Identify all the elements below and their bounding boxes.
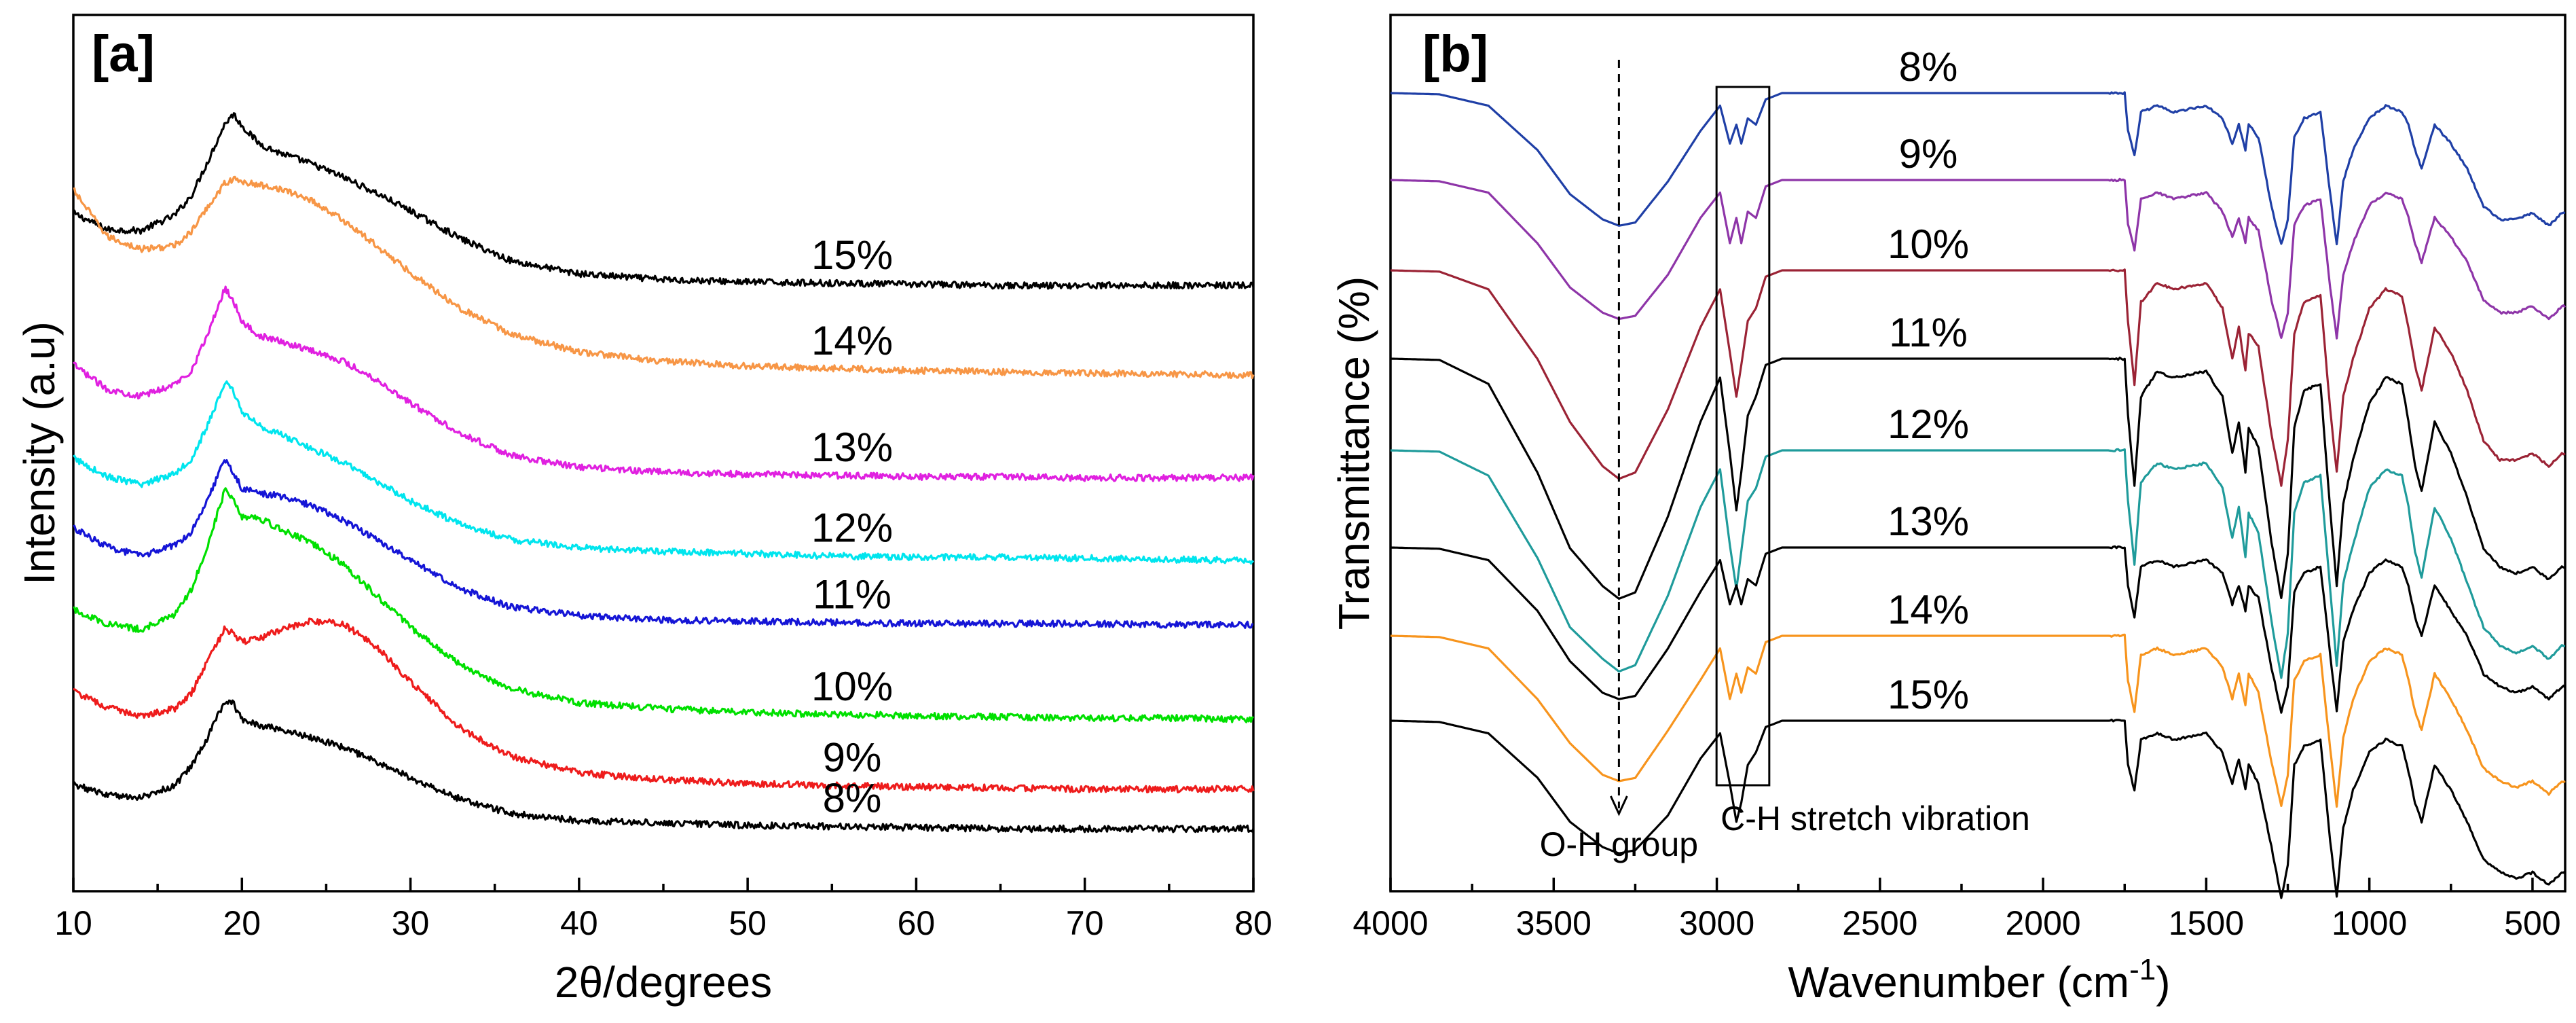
panel-a-series-label-11%: 11%	[813, 571, 891, 617]
ch-stretch-label: C-H stretch vibration	[1721, 800, 2030, 838]
panel-b-series-label-8%: 8%	[1899, 44, 1958, 90]
panel-a-series-label-13%: 13%	[811, 425, 893, 470]
panel-b-series-label-9%: 9%	[1899, 131, 1958, 177]
panel-b-frame	[1389, 14, 2566, 893]
panel-b-traces	[1390, 91, 2566, 899]
panel-b-x-tick-label: 1000	[2332, 904, 2407, 942]
panel-b-x-tick-label: 2500	[1842, 904, 1917, 942]
panel-a: [a] 10 20 30 40 50 60 70 80 15% 14% 13% 12% 11% 10% 9…	[15, 14, 1272, 1007]
panel-a-series-label-14%: 14%	[811, 318, 893, 363]
panel-a-x-tick-label: 30	[392, 904, 430, 942]
panel-b-x-axis-label: Wavenumber (cm-1)	[1788, 953, 2170, 1007]
panel-a-series-labels: 15% 14% 13% 12% 11% 10% 9%8%	[811, 232, 893, 821]
panel-a-x-tick-label: 20	[223, 904, 261, 942]
panel-a-x-tick-label: 60	[898, 904, 936, 942]
panel-a-series-label-15%: 15%	[811, 232, 893, 278]
panel-b-x-ticks: 4000 3500 3000 2500 2000 1500 1000 500	[1353, 878, 2561, 942]
panel-a-label: [a]	[92, 25, 155, 83]
panel-a-x-tick-label: 50	[729, 904, 767, 942]
panel-b-series-labels: 8% 9% 10% 11% 12% 13% 14% 15%	[1888, 44, 1969, 717]
panel-b-x-tick-label: 4000	[1353, 904, 1428, 942]
panel-a-trace-8%	[73, 699, 1255, 833]
panel-b-x-tick-label: 1500	[2169, 904, 2244, 942]
panel-b-trace-15%	[1390, 718, 2566, 899]
panel-a-trace-15%	[72, 112, 1255, 290]
panel-b-trace-12%	[1390, 448, 2566, 679]
panel-a-traces	[72, 112, 1255, 833]
oh-group-arrow-icon	[1610, 795, 1628, 816]
panel-b-x-tick-label: 3500	[1516, 904, 1591, 942]
panel-b-trace-13%	[1390, 545, 2566, 714]
panel-a-trace-14%	[73, 175, 1255, 380]
panel-b-x-tick-label: 500	[2504, 904, 2560, 942]
panel-a-x-tick-label: 40	[560, 904, 598, 942]
panel-b-series-label-11%: 11%	[1889, 310, 1968, 355]
panel-a-series-label-12%: 12%	[811, 505, 893, 550]
ch-stretch-box	[1715, 86, 1771, 787]
panel-b-x-tick-label: 3000	[1679, 904, 1754, 942]
oh-group-label: O-H group	[1540, 825, 1698, 863]
panel-a-y-axis-label: Intensity (a.u)	[15, 321, 64, 585]
panel-b-trace-8%	[1390, 91, 2566, 246]
panel-a-x-tick-label: 10	[54, 904, 92, 942]
panel-a-x-ticks: 10 20 30 40 50 60 70 80	[54, 878, 1272, 942]
panel-b-trace-11%	[1390, 357, 2566, 600]
panel-b: [b] 4000 3500 3000 2500 2000 1500 1000 500 8% 9%…	[1329, 14, 2566, 1007]
panel-b-series-label-13%: 13%	[1888, 499, 1969, 544]
panel-b-series-label-10%: 10%	[1888, 221, 1969, 267]
panel-a-x-tick-label: 70	[1066, 904, 1104, 942]
panel-b-trace-9%	[1390, 177, 2566, 340]
panel-a-series-label-9%: 9%	[823, 735, 882, 780]
panel-b-x-tick-label: 2000	[2005, 904, 2080, 942]
panel-b-trace-10%	[1390, 268, 2566, 487]
panel-a-x-tick-label: 80	[1234, 904, 1272, 942]
panel-a-trace-9%	[73, 617, 1255, 793]
panel-a-series-label-10%: 10%	[811, 664, 893, 709]
panel-a-trace-12%	[73, 380, 1255, 565]
panel-a-series-label-8%: 8%	[823, 776, 882, 821]
panel-b-series-label-14%: 14%	[1888, 587, 1969, 632]
panel-b-series-label-12%: 12%	[1888, 401, 1969, 447]
panel-b-y-axis-label: Transmittance (%)	[1329, 276, 1378, 630]
panel-a-trace-10%	[73, 487, 1254, 723]
panel-a-frame	[72, 14, 1255, 893]
panel-a-trace-11%	[73, 459, 1254, 629]
panel-b-trace-14%	[1390, 633, 2566, 808]
panel-b-series-label-15%: 15%	[1888, 672, 1969, 717]
panel-b-label: [b]	[1422, 25, 1488, 83]
panel-a-x-axis-label: 2θ/degrees	[555, 958, 772, 1007]
panel-a-trace-13%	[73, 285, 1255, 482]
